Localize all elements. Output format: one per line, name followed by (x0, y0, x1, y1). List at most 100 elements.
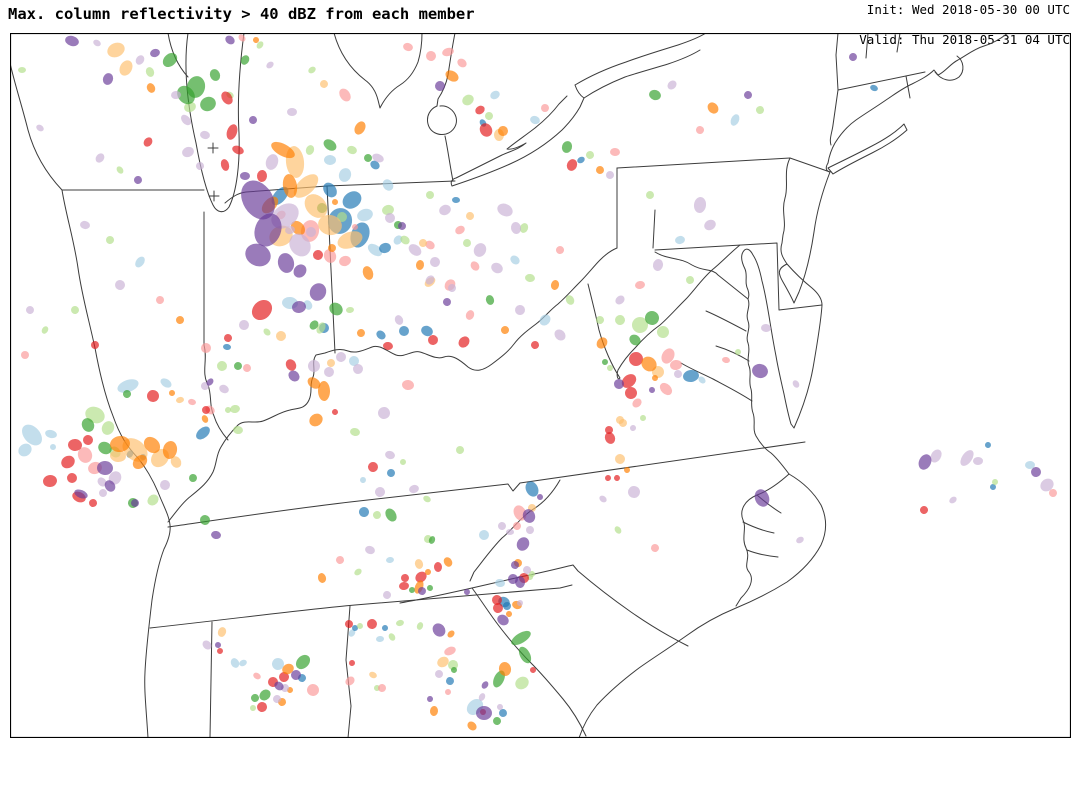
map-frame (10, 33, 1071, 738)
reflectivity-blob-member-4 (645, 311, 659, 325)
reflectivity-blob-member-8 (282, 174, 298, 198)
reflectivity-map (10, 33, 1071, 738)
reflectivity-blob-member-8 (429, 706, 439, 716)
reflectivity-blob-member-9 (182, 146, 194, 158)
reflectivity-blob-member-5 (442, 47, 454, 57)
reflectivity-blob-member-10 (481, 681, 489, 689)
boundary-tn-south-border (149, 584, 573, 629)
reflectivity-blob-member-10 (432, 623, 446, 637)
reflectivity-blob-member-5 (402, 379, 414, 391)
reflectivity-blob-member-9 (434, 670, 443, 678)
reflectivity-blob-member-3 (614, 526, 622, 534)
reflectivity-blob-member-6 (332, 409, 338, 415)
reflectivity-blob-member-3 (263, 328, 271, 336)
reflectivity-blob-member-5 (156, 296, 164, 304)
reflectivity-blob-member-8 (132, 455, 148, 469)
reflectivity-blob-member-1 (272, 658, 284, 670)
reflectivity-blob-member-9 (1040, 478, 1054, 492)
reflectivity-blob-member-5 (635, 280, 645, 290)
init-valid-times: Init: Wed 2018-05-30 00 UTC Valid: Thu 2… (859, 2, 1070, 47)
reflectivity-blob-member-6 (614, 475, 620, 481)
reflectivity-blob-member-2 (323, 182, 337, 198)
reflectivity-blob-member-8 (415, 260, 425, 270)
reflectivity-blob-member-6 (566, 159, 578, 171)
reflectivity-blob-member-8 (162, 441, 178, 459)
reflectivity-blob-member-9 (289, 233, 311, 257)
reflectivity-blob-member-5 (336, 556, 344, 564)
reflectivity-blob-member-8 (354, 121, 366, 135)
reflectivity-blob-member-2 (452, 196, 460, 204)
reflectivity-blob-member-6 (625, 387, 637, 399)
reflectivity-blob-member-6 (604, 432, 616, 444)
reflectivity-blob-member-8 (498, 126, 508, 136)
reflectivity-blob-member-8 (253, 37, 259, 43)
reflectivity-blob-member-6 (428, 335, 438, 345)
reflectivity-blob-member-4 (427, 585, 433, 591)
reflectivity-blob-member-9 (99, 489, 107, 497)
reflectivity-blob-member-7 (217, 627, 227, 637)
reflectivity-blob-member-9 (324, 367, 334, 377)
reflectivity-blob-member-10 (225, 35, 235, 45)
reflectivity-blob-member-6 (217, 648, 223, 654)
reflectivity-blob-member-6 (475, 105, 485, 115)
reflectivity-blob-member-10 (240, 171, 250, 181)
reflectivity-blob-member-10 (254, 213, 282, 247)
reflectivity-blob-member-6 (89, 499, 97, 507)
reflectivity-blob-member-6 (43, 474, 57, 488)
reflectivity-blob-member-6 (232, 145, 244, 155)
reflectivity-blob-member-3 (400, 235, 410, 245)
reflectivity-blob-member-10 (744, 91, 752, 99)
reflectivity-blob-member-10 (1031, 467, 1041, 477)
reflectivity-blob-member-9 (385, 213, 395, 223)
reflectivity-blob-member-8 (550, 280, 560, 290)
reflectivity-blob-member-5 (444, 646, 456, 656)
reflectivity-blob-member-10 (464, 589, 470, 595)
reflectivity-blob-member-10 (241, 180, 275, 220)
reflectivity-blob-member-8 (176, 316, 184, 324)
reflectivity-blob-member-2 (577, 156, 585, 164)
reflectivity-blob-member-1 (349, 356, 359, 366)
reflectivity-blob-member-5 (696, 126, 704, 134)
reflectivity-blob-member-3 (350, 427, 360, 437)
reflectivity-blob-member-5 (470, 261, 480, 271)
valid-time: Valid: Thu 2018-05-31 04 UTC (859, 32, 1070, 47)
boundary-long-island (827, 123, 908, 175)
boundary-lake-michigan (185, 33, 245, 213)
reflectivity-blob-member-9 (606, 171, 614, 179)
reflectivity-blob-member-9 (306, 227, 316, 237)
reflectivity-blob-member-7 (107, 42, 125, 58)
reflectivity-blob-member-9 (667, 80, 677, 90)
reflectivity-blob-member-3 (607, 365, 613, 371)
reflectivity-blob-member-9 (394, 315, 404, 325)
reflectivity-blob-member-1 (530, 115, 540, 125)
reflectivity-blob-member-9 (478, 693, 486, 701)
reflectivity-blob-member-10 (211, 530, 221, 540)
reflectivity-blob-member-1 (357, 208, 373, 222)
reflectivity-blob-member-9 (115, 280, 126, 290)
reflectivity-blob-member-8 (146, 83, 156, 93)
reflectivity-blob-member-3 (41, 326, 49, 334)
reflectivity-blob-member-1 (495, 578, 505, 588)
reflectivity-blob-member-7 (170, 456, 182, 468)
boundary-new-england-borders (829, 33, 926, 146)
reflectivity-blob-member-9 (266, 61, 274, 69)
init-time: Init: Wed 2018-05-30 00 UTC (866, 2, 1070, 17)
reflectivity-blob-member-1 (360, 477, 366, 483)
boundary-chesapeake-west-shore (746, 298, 790, 475)
reflectivity-blob-member-9 (160, 480, 170, 490)
reflectivity-blob-member-4 (493, 670, 505, 688)
reflectivity-blob-member-4 (451, 667, 457, 673)
reflectivity-blob-member-9 (171, 90, 181, 100)
reflectivity-blob-member-3 (485, 112, 493, 120)
reflectivity-blob-member-1 (393, 235, 403, 245)
reflectivity-blob-member-1 (490, 90, 500, 100)
reflectivity-blob-member-4 (251, 694, 259, 702)
reflectivity-blob-member-7 (337, 231, 363, 249)
reflectivity-blob-member-4 (629, 334, 641, 346)
boundary-rappahannock-river (705, 310, 747, 332)
reflectivity-blob-member-3 (71, 306, 80, 314)
reflectivity-blob-member-5 (445, 689, 451, 695)
reflectivity-blob-member-3 (106, 236, 114, 244)
reflectivity-blob-member-6 (202, 406, 210, 414)
reflectivity-blob-member-7 (293, 174, 319, 198)
